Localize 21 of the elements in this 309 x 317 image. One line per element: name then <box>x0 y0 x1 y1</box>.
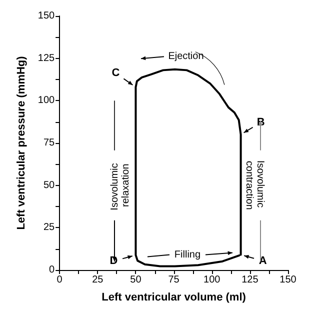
x-tick-label: 75 <box>168 274 180 286</box>
y-tick-label: 50 <box>43 180 56 191</box>
annotation: Isovolumic relaxation <box>109 160 132 210</box>
y-tick-label: 100 <box>38 95 56 106</box>
x-tick-label: 100 <box>204 274 221 286</box>
annotation: C <box>112 67 120 80</box>
y-tick-label: 75 <box>43 138 56 148</box>
y-axis-title: Left ventricular pressure (mmHg) <box>16 56 28 230</box>
x-tick-label: 125 <box>242 274 259 286</box>
y-tick-label: 25 <box>43 222 56 234</box>
annotation: Filling <box>174 249 201 260</box>
annotation: Ejection <box>168 51 204 62</box>
x-tick-label: 0 <box>56 274 63 286</box>
x-tick-label: 150 <box>280 274 297 286</box>
annotation: Isovolumic contraction <box>244 160 266 210</box>
x-tick-label: 25 <box>92 274 104 286</box>
y-tick-label: 125 <box>38 52 56 64</box>
y-tick-label: 0 <box>49 264 56 276</box>
y-tick-label: 150 <box>38 10 56 22</box>
x-tick-label: 50 <box>130 274 142 286</box>
x-axis-title: Left ventricular volume (ml) <box>102 292 246 304</box>
